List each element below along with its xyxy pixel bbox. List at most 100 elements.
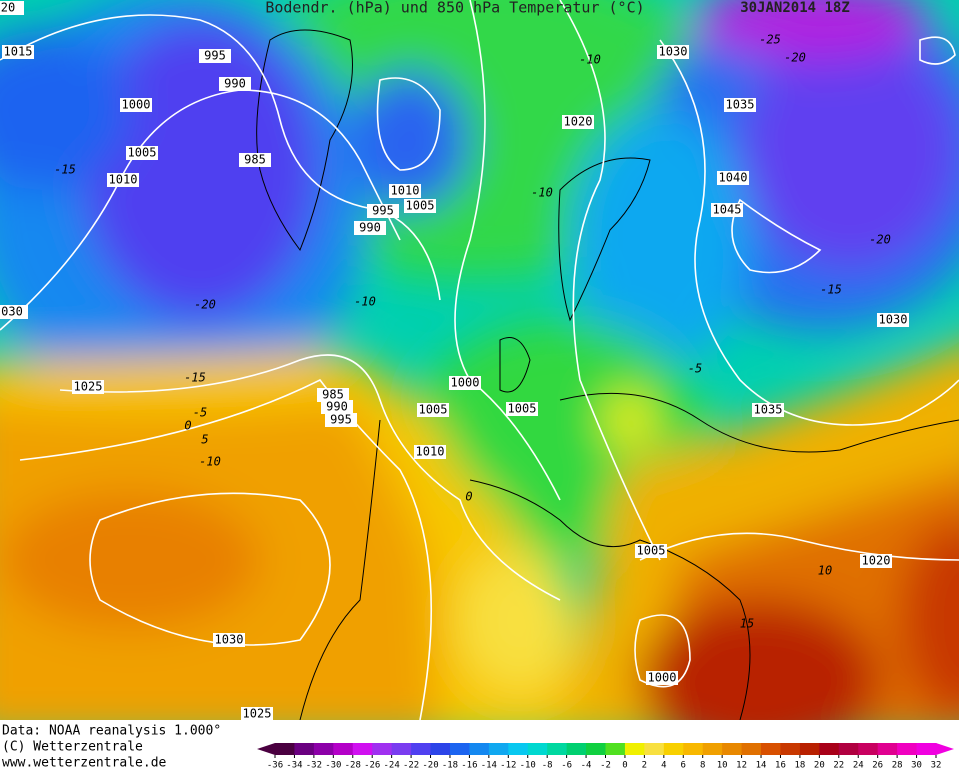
colorbar: -36 -34 -32 -30 -28 -26 -24 -22 -20 -18 -16 -14 -12-… [257, 743, 954, 770]
colorbar-tick-label: -12 [500, 761, 516, 770]
label-box [219, 77, 251, 91]
colorbar-tick-label: 24 [853, 761, 864, 770]
label-box [877, 313, 909, 327]
coastline [558, 157, 651, 322]
temperature-labels: -15-10-25-20-10-10-20-15-505-10-20-15010… [54, 33, 891, 631]
colorbar-tick-label: -8 [542, 761, 553, 770]
isobar-label: 1035 [754, 403, 783, 417]
label-box [717, 171, 749, 185]
isobar-label: 995 [204, 49, 226, 63]
temperature-label: -15 [54, 163, 76, 177]
isobar-label: 20 [1, 1, 15, 15]
colorbar-tick-label: 28 [892, 761, 903, 770]
coastline [499, 337, 531, 393]
isobar-label: 1010 [416, 445, 445, 459]
coastline [559, 392, 959, 453]
colorbar-segment [858, 743, 879, 755]
colorbar-tick-label: 16 [775, 761, 786, 770]
colorbar-segment [702, 743, 723, 755]
label-box [389, 184, 421, 198]
colorbar-tick-label: -16 [461, 761, 477, 770]
isobar [89, 492, 331, 646]
coastline [469, 479, 751, 720]
colorbar-segment [449, 743, 470, 755]
isobar-label: 1005 [406, 199, 435, 213]
isobar-label: 1020 [564, 115, 593, 129]
colorbar-segment [527, 743, 548, 755]
isobar-label: 1010 [391, 184, 420, 198]
colorbar-tick-label: 12 [736, 761, 747, 770]
label-box [404, 199, 436, 213]
isobar [731, 198, 822, 274]
isobar-label: 1045 [713, 203, 742, 217]
colorbar-segment [411, 743, 432, 755]
colorbar-segment [663, 743, 684, 755]
temperature-label: -10 [199, 455, 221, 469]
isobar-label: 995 [330, 413, 352, 427]
colorbar-tick-label: -32 [306, 761, 322, 770]
temperature-label: 10 [818, 564, 832, 578]
colorbar-segment [722, 743, 743, 755]
label-box [107, 173, 139, 187]
label-box [657, 45, 689, 59]
colorbar-tick-label: 32 [931, 761, 942, 770]
colorbar-tick-label: 14 [756, 761, 767, 770]
label-box [321, 400, 353, 414]
coastline [299, 419, 381, 720]
isobar-label: 030 [1, 305, 23, 319]
label-box [325, 413, 357, 427]
isobar [639, 532, 959, 561]
isobar-label: 1000 [451, 376, 480, 390]
colorbar-segment [838, 743, 859, 755]
colorbar-segment [372, 743, 393, 755]
label-box [635, 544, 667, 558]
label-box [860, 554, 892, 568]
colorbar-tick-label: -18 [442, 761, 458, 770]
label-box [241, 707, 273, 720]
temperature-label: -15 [184, 371, 206, 385]
colorbar-tick-label: -2 [600, 761, 611, 770]
colorbar-segment [877, 743, 898, 755]
isobar-label: 1015 [4, 45, 33, 59]
isobar-label: 1025 [74, 380, 103, 394]
isobar-label: 1030 [879, 313, 908, 327]
isobar-label: 985 [244, 153, 266, 167]
temperature-label: -10 [531, 186, 553, 200]
label-box [72, 380, 104, 394]
label-box [354, 221, 386, 235]
colorbar-arrow [936, 743, 954, 755]
label-box [213, 633, 245, 647]
colorbar-segment [897, 743, 918, 755]
colorbar-segment [275, 743, 295, 755]
colorbar-segment [819, 743, 840, 755]
colorbar-tick-label: -20 [422, 761, 438, 770]
temperature-label: -10 [354, 295, 376, 309]
colorbar-tick-label: -22 [403, 761, 419, 770]
label-box [2, 45, 34, 59]
colorbar-arrow [257, 743, 275, 755]
temperature-label: -25 [759, 33, 781, 47]
temperature-label: -5 [193, 406, 207, 420]
colorbar-tick-label: -30 [325, 761, 341, 770]
temperature-label: 0 [465, 490, 472, 504]
temperature-label: 15 [740, 617, 754, 631]
coastlines [256, 29, 959, 720]
colorbar-tick-label: 26 [872, 761, 883, 770]
colorbar-tick-label: 20 [814, 761, 825, 770]
map-date: 30JAN2014 18Z [740, 0, 850, 16]
label-box [239, 153, 271, 167]
colorbar-segment [761, 743, 781, 755]
label-box [562, 115, 594, 129]
isobar-label: 1005 [637, 544, 666, 558]
label-box [506, 402, 538, 416]
temperature-label: 5 [201, 433, 208, 447]
isobar-label: 985 [322, 388, 344, 402]
colorbar-tick-label: 6 [681, 761, 686, 770]
colorbar-tick-label: 4 [661, 761, 666, 770]
label-box [417, 403, 449, 417]
isobar [0, 14, 441, 301]
